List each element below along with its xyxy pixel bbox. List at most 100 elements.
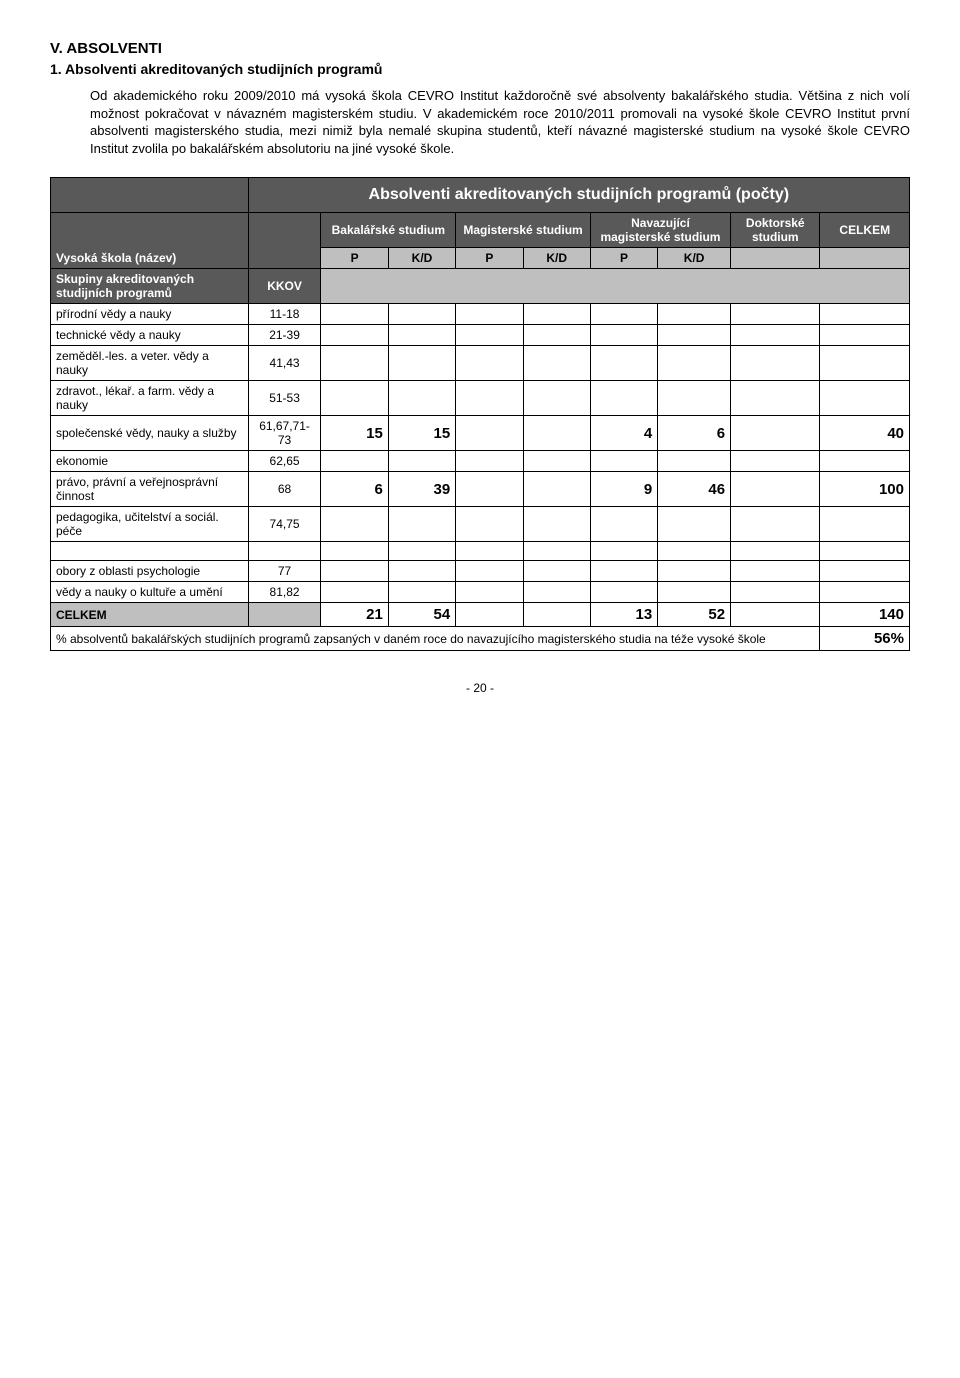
total-v3 [523,603,590,627]
table-row: právo, právní a veřejnosprávní činnost68… [51,472,910,507]
cell: 40 [820,416,910,451]
cell [590,582,657,603]
table-row: pedagogika, učitelství a sociál. péče74,… [51,507,910,542]
sub-kd1: K/D [388,248,455,269]
total-v6 [731,603,820,627]
cell [731,561,820,582]
cell [523,561,590,582]
total-v1: 54 [388,603,455,627]
cell [456,346,523,381]
cell: 46 [658,472,731,507]
table-row: ekonomie62,65 [51,451,910,472]
cell [731,582,820,603]
row-label: společenské vědy, nauky a služby [51,416,249,451]
cell [820,582,910,603]
cell [456,582,523,603]
cell [590,381,657,416]
row-kkov: 61,67,71-73 [248,416,321,451]
cell [456,416,523,451]
cell [731,346,820,381]
cell [820,304,910,325]
cell [321,582,388,603]
row-label: vědy a nauky o kultuře a umění [51,582,249,603]
cell [388,507,455,542]
row-label: pedagogika, učitelství a sociál. péče [51,507,249,542]
cell [523,381,590,416]
col-navmag: Navazující magisterské studium [590,213,730,248]
cell [321,346,388,381]
total-v4: 13 [590,603,657,627]
cell [321,304,388,325]
sub-p3: P [590,248,657,269]
cell [731,381,820,416]
cell [731,325,820,346]
row-label: obory z oblasti psychologie [51,561,249,582]
table-row: společenské vědy, nauky a služby61,67,71… [51,416,910,451]
row-kkov: 21-39 [248,325,321,346]
cell: 100 [820,472,910,507]
row-kkov: 11-18 [248,304,321,325]
col-mag: Magisterské studium [456,213,591,248]
cell [523,325,590,346]
row-label: zdravot., lékař. a farm. vědy a nauky [51,381,249,416]
cell [658,346,731,381]
cell [388,346,455,381]
table-title: Absolventi akreditovaných studijních pro… [248,178,909,213]
cell [590,507,657,542]
cell [820,507,910,542]
sub-kd3: K/D [658,248,731,269]
cell [456,381,523,416]
cell: 9 [590,472,657,507]
cell [590,346,657,381]
cell [388,304,455,325]
row-label: přírodní vědy a nauky [51,304,249,325]
cell [456,507,523,542]
cell [658,507,731,542]
spacer-row [51,542,910,561]
cell [321,381,388,416]
section-paragraph: Od akademického roku 2009/2010 má vysoká… [90,87,910,157]
sub-p1: P [321,248,388,269]
row-kkov: 77 [248,561,321,582]
groups-label: Skupiny akreditovaných studijních progra… [51,269,249,304]
cell [388,325,455,346]
row-label: technické vědy a nauky [51,325,249,346]
cell [456,472,523,507]
row-label: právo, právní a veřejnosprávní činnost [51,472,249,507]
table-row: obory z oblasti psychologie77 [51,561,910,582]
cell [523,507,590,542]
cell [590,561,657,582]
cell: 6 [658,416,731,451]
cell [388,451,455,472]
cell [456,304,523,325]
row-kkov: 68 [248,472,321,507]
cell [820,325,910,346]
cell [321,451,388,472]
table-row: vědy a nauky o kultuře a umění81,82 [51,582,910,603]
cell [388,381,455,416]
row-label-vs: Vysoká škola (název) [51,213,249,269]
row-kkov: 41,43 [248,346,321,381]
cell [523,451,590,472]
cell [523,472,590,507]
cell [820,381,910,416]
cell [731,507,820,542]
sub-kd2: K/D [523,248,590,269]
cell [456,325,523,346]
total-v7: 140 [820,603,910,627]
table-row: zdravot., lékař. a farm. vědy a nauky51-… [51,381,910,416]
cell [456,451,523,472]
section-subtitle: 1. Absolventi akreditovaných studijních … [50,61,910,77]
cell [658,561,731,582]
total-label: CELKEM [51,603,249,627]
row-kkov: 74,75 [248,507,321,542]
cell [321,561,388,582]
footnote-value: 56% [820,627,910,651]
table-row: přírodní vědy a nauky11-18 [51,304,910,325]
cell [820,451,910,472]
cell [523,416,590,451]
cell [590,304,657,325]
cell: 15 [321,416,388,451]
cell [731,416,820,451]
cell [321,325,388,346]
